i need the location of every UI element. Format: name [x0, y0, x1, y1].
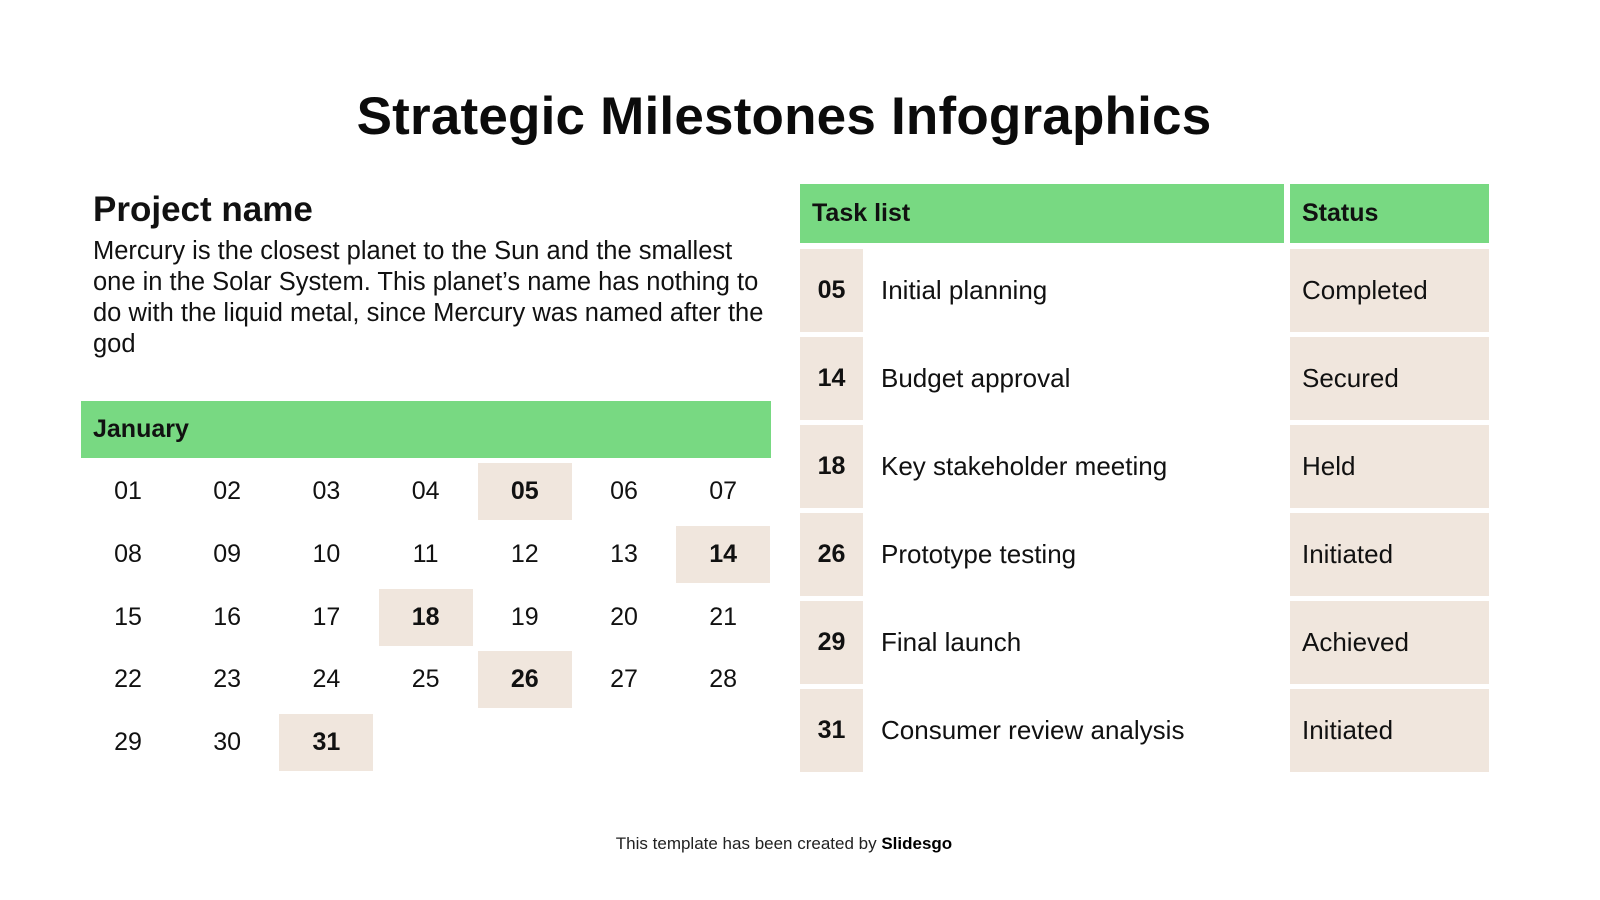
calendar-day: 06	[610, 477, 638, 505]
calendar-day-milestone: 31	[279, 714, 374, 771]
calendar-day: 09	[213, 539, 242, 568]
project-name-heading: Project name	[93, 190, 313, 229]
calendar-day-milestone: 05	[477, 463, 572, 520]
footer-brand: Slidesgo	[881, 834, 953, 853]
calendar-day: 24	[312, 665, 341, 694]
calendar-day: 03	[312, 477, 341, 505]
task-status: Held	[1290, 425, 1489, 508]
calendar-day-milestone: 18	[378, 588, 473, 646]
calendar-day: 20	[610, 602, 638, 631]
task-label: Final launch	[881, 627, 1022, 657]
task-label: Key stakeholder meeting	[881, 451, 1168, 481]
calendar-day: 29	[114, 728, 142, 756]
task-day: 14	[800, 337, 863, 420]
task-status: Completed	[1290, 249, 1489, 332]
calendar-day: 28	[709, 665, 738, 694]
calendar-day-milestone: 26	[477, 651, 572, 709]
calendar-day: 04	[411, 477, 440, 505]
calendar-day: 01	[114, 477, 142, 505]
task-day: 18	[800, 425, 863, 508]
task-status: Initiated	[1290, 513, 1489, 596]
status-header: Status	[1290, 184, 1489, 243]
task-row: 14 Budget approval Secured	[800, 337, 1489, 420]
calendar-month-label: January	[93, 415, 189, 443]
task-status: Initiated	[1290, 689, 1489, 772]
calendar-day: 30	[213, 728, 242, 756]
calendar-day: 07	[709, 477, 738, 505]
task-row: 26 Prototype testing Initiated	[800, 513, 1489, 596]
task-label: Consumer review analysis	[881, 715, 1185, 745]
task-status: Achieved	[1290, 601, 1489, 684]
task-list-header-label: Task list	[812, 199, 911, 227]
calendar-day: 27	[610, 665, 638, 694]
calendar-day: 15	[114, 602, 142, 631]
task-row: 29 Final launch Achieved	[800, 601, 1489, 684]
calendar-day: 19	[510, 602, 539, 631]
task-label: Prototype testing	[881, 539, 1077, 569]
calendar-day: 10	[312, 539, 341, 568]
calendar-day: 22	[114, 665, 142, 694]
project-description: Mercury is the closest planet to the Sun…	[93, 237, 764, 358]
calendar-day-milestone: 14	[676, 525, 771, 583]
task-status: Secured	[1290, 337, 1489, 420]
task-list-header: Task list	[800, 184, 1284, 243]
task-label: Initial planning	[881, 275, 1048, 305]
task-day: 31	[800, 689, 863, 772]
status-header-label: Status	[1302, 199, 1379, 227]
task-row: 05 Initial planning Completed	[800, 249, 1489, 332]
calendar-day: 08	[114, 539, 142, 568]
calendar-day: 16	[213, 602, 242, 631]
footer-credit: This template has been created by Slides…	[0, 834, 1568, 854]
task-row: 31 Consumer review analysis Initiated	[800, 689, 1489, 772]
task-day: 05	[800, 249, 863, 332]
calendar-day: 12	[510, 539, 539, 568]
calendar-day: 17	[312, 602, 341, 631]
calendar-day: 23	[213, 665, 242, 694]
footer-credit-text: This template has been created by	[615, 834, 882, 853]
calendar-day: 11	[412, 539, 439, 568]
page-title: Strategic Milestones Infographics	[356, 87, 1212, 146]
task-day: 26	[800, 513, 863, 596]
task-row: 18 Key stakeholder meeting Held	[800, 425, 1489, 508]
calendar-day: 21	[709, 602, 738, 631]
task-day: 29	[800, 601, 863, 684]
calendar-day: 02	[213, 477, 242, 505]
task-label: Budget approval	[881, 363, 1071, 393]
calendar-month-header: January	[81, 401, 771, 458]
calendar-day: 25	[411, 665, 440, 694]
calendar-day: 13	[610, 539, 638, 568]
